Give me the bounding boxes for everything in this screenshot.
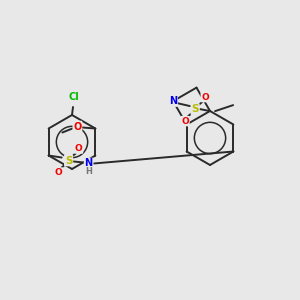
Text: S: S <box>65 155 72 166</box>
Text: O: O <box>55 168 62 177</box>
Text: N: N <box>85 158 93 169</box>
Text: O: O <box>73 122 82 131</box>
Text: S: S <box>191 104 199 114</box>
Text: O: O <box>75 144 83 153</box>
Text: N: N <box>169 96 177 106</box>
Text: Cl: Cl <box>69 92 80 102</box>
Text: O: O <box>201 93 209 102</box>
Text: H: H <box>85 167 92 176</box>
Text: O: O <box>181 117 189 126</box>
